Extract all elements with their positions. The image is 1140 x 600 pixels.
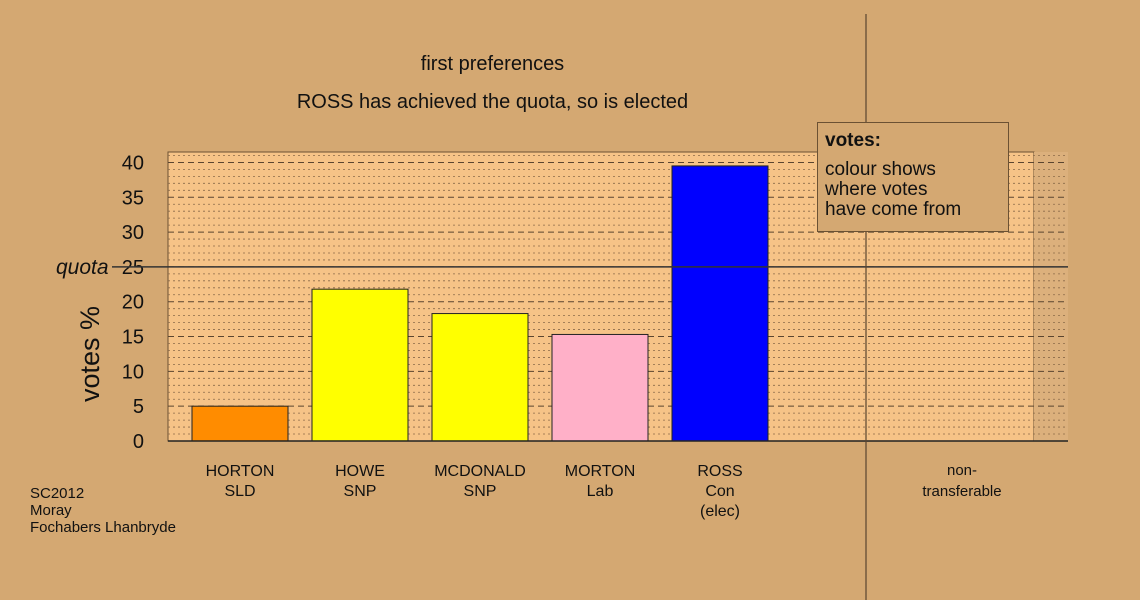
footer-info: SC2012 Moray Fochabers Lhanbryde xyxy=(30,485,176,536)
bar-morton xyxy=(551,333,649,442)
x-tick-label-non-transferable: transferable xyxy=(922,483,1001,500)
chart-title: first preferences xyxy=(420,53,565,75)
bar-howe xyxy=(311,288,409,442)
bars xyxy=(191,165,769,442)
bar-ross xyxy=(671,165,769,442)
legend-line-1: colour shows xyxy=(825,159,936,180)
y-tick-label: 5 xyxy=(133,396,144,418)
y-tick-label: 35 xyxy=(122,187,144,209)
quota-label: quota xyxy=(56,256,109,279)
x-axis-labels: HORTON SLD HOWE SNP MCDONALD SNP MORTON Lab ROSS… xyxy=(206,462,1002,520)
y-tick-label: 10 xyxy=(122,361,144,383)
x-tick-label: MORTON xyxy=(565,463,636,480)
y-tick-label: 0 xyxy=(133,431,144,453)
x-tick-label: Con xyxy=(705,483,734,500)
y-axis-label: votes % xyxy=(75,306,105,402)
x-tick-label: SNP xyxy=(464,483,497,500)
x-tick-label: SNP xyxy=(344,483,377,500)
y-tick-label: 20 xyxy=(122,292,144,314)
x-tick-label: HORTON xyxy=(206,463,275,480)
x-tick-label: SLD xyxy=(224,483,255,500)
y-tick-label: 30 xyxy=(122,222,144,244)
y-axis-ticks: 0 5 10 15 20 25 30 35 40 xyxy=(122,152,144,453)
x-tick-label: MCDONALD xyxy=(434,463,526,480)
x-tick-label: Lab xyxy=(587,483,614,500)
x-tick-label: (elec) xyxy=(700,503,740,520)
footer-election: SC2012 xyxy=(30,485,85,502)
legend-line-2: where votes xyxy=(825,179,928,200)
footer-council: Moray xyxy=(30,502,72,519)
x-tick-label: ROSS xyxy=(697,463,742,480)
legend-heading: votes: xyxy=(825,130,881,151)
y-tick-label: 40 xyxy=(122,152,144,174)
footer-ward: Fochabers Lhanbryde xyxy=(30,519,176,536)
bar-horton xyxy=(191,405,289,442)
x-tick-label-non-transferable: non- xyxy=(947,462,977,479)
bar-mcdonald xyxy=(431,313,529,442)
y-tick-label: 15 xyxy=(122,327,144,349)
legend-line-3: have come from xyxy=(825,199,962,220)
legend-box: votes: colour shows where votes have com… xyxy=(817,122,1009,232)
x-tick-label: HOWE xyxy=(335,463,385,480)
non-transferable-area xyxy=(1034,152,1068,441)
chart-subtitle: ROSS has achieved the quota, so is elect… xyxy=(296,91,689,113)
y-tick-label: 25 xyxy=(122,257,144,279)
